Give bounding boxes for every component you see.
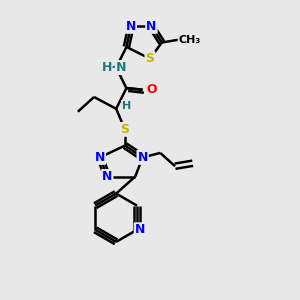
Text: O: O [146, 83, 157, 96]
Text: N: N [126, 20, 136, 33]
Text: N: N [95, 151, 105, 164]
Text: N: N [102, 170, 112, 183]
Text: H·N: H·N [102, 61, 128, 74]
Text: N: N [146, 20, 157, 33]
Text: N: N [135, 223, 145, 236]
Text: S: S [121, 123, 130, 136]
Text: CH₃: CH₃ [178, 34, 201, 45]
Text: N: N [137, 151, 148, 164]
Text: S: S [146, 52, 154, 65]
Text: H: H [122, 101, 131, 111]
